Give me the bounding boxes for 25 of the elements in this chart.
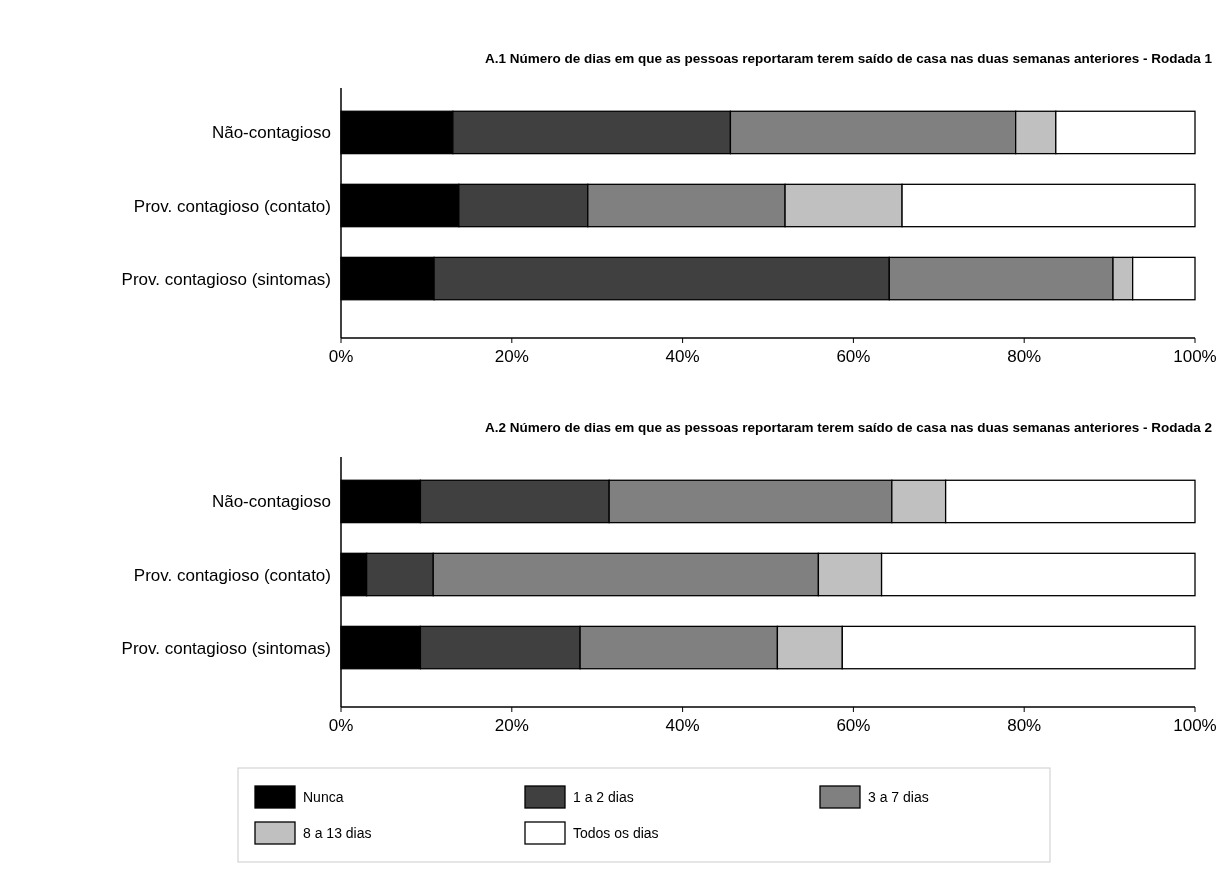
legend-label: Nunca: [303, 789, 344, 805]
legend-label: 1 a 2 dias: [573, 789, 634, 805]
x-tick-label: 20%: [494, 347, 529, 366]
chart-title: A.1 Número de dias em que as pessoas reportaram terem saído de casa nas duas semanas anteriores - Rodada 1: [484, 51, 1213, 66]
x-tick-label: 100%: [1173, 347, 1217, 366]
y-tick-label: Prov. contagioso (sintomas): [121, 638, 331, 658]
x-tick-label: 100%: [1173, 716, 1217, 735]
x-tick-label: 80%: [1007, 716, 1042, 735]
x-tick-label: 60%: [836, 716, 871, 735]
y-tick-label: Prov. contagioso (contato): [133, 196, 331, 216]
y-tick-label: Prov. contagioso (contato): [133, 565, 331, 585]
y-tick-label: Não-contagioso: [211, 492, 331, 512]
x-tick-label: 20%: [494, 716, 529, 735]
x-tick-label: 0%: [328, 716, 354, 735]
chart-title: A.2 Número de dias em que as pessoas reportaram terem saído de casa nas duas semanas anteriores - Rodada 2: [484, 420, 1212, 435]
y-tick-label: Não-contagioso: [211, 123, 331, 143]
x-tick-label: 40%: [665, 716, 700, 735]
x-tick-label: 40%: [665, 347, 700, 366]
legend-label: 3 a 7 dias: [868, 789, 929, 805]
x-tick-label: 0%: [328, 347, 354, 366]
x-tick-label: 60%: [836, 347, 871, 366]
legend-label: 8 a 13 dias: [303, 825, 372, 841]
y-tick-label: Prov. contagioso (sintomas): [121, 269, 331, 289]
x-tick-label: 80%: [1007, 347, 1042, 366]
legend-label: Todos os dias: [573, 825, 659, 841]
